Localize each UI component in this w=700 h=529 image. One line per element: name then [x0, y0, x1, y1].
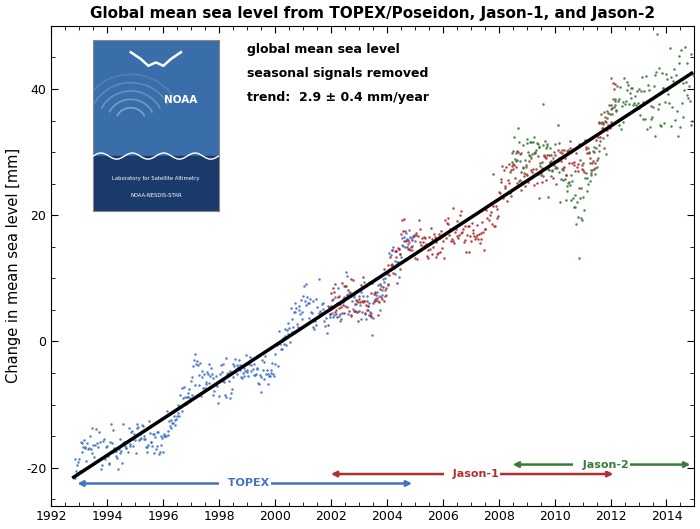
Text: global mean sea level: global mean sea level [248, 43, 400, 56]
Text: trend:  2.9 ± 0.4 mm/year: trend: 2.9 ± 0.4 mm/year [248, 90, 430, 104]
Text: Jason-1: Jason-1 [445, 469, 499, 479]
Text: seasonal signals removed: seasonal signals removed [248, 67, 429, 80]
Text: TOPEX: TOPEX [220, 479, 270, 488]
Text: Jason-2: Jason-2 [575, 460, 629, 470]
Y-axis label: Change in mean sea level [mm]: Change in mean sea level [mm] [6, 148, 20, 384]
Title: Global mean sea level from TOPEX/Poseidon, Jason-1, and Jason-2: Global mean sea level from TOPEX/Poseido… [90, 6, 655, 21]
